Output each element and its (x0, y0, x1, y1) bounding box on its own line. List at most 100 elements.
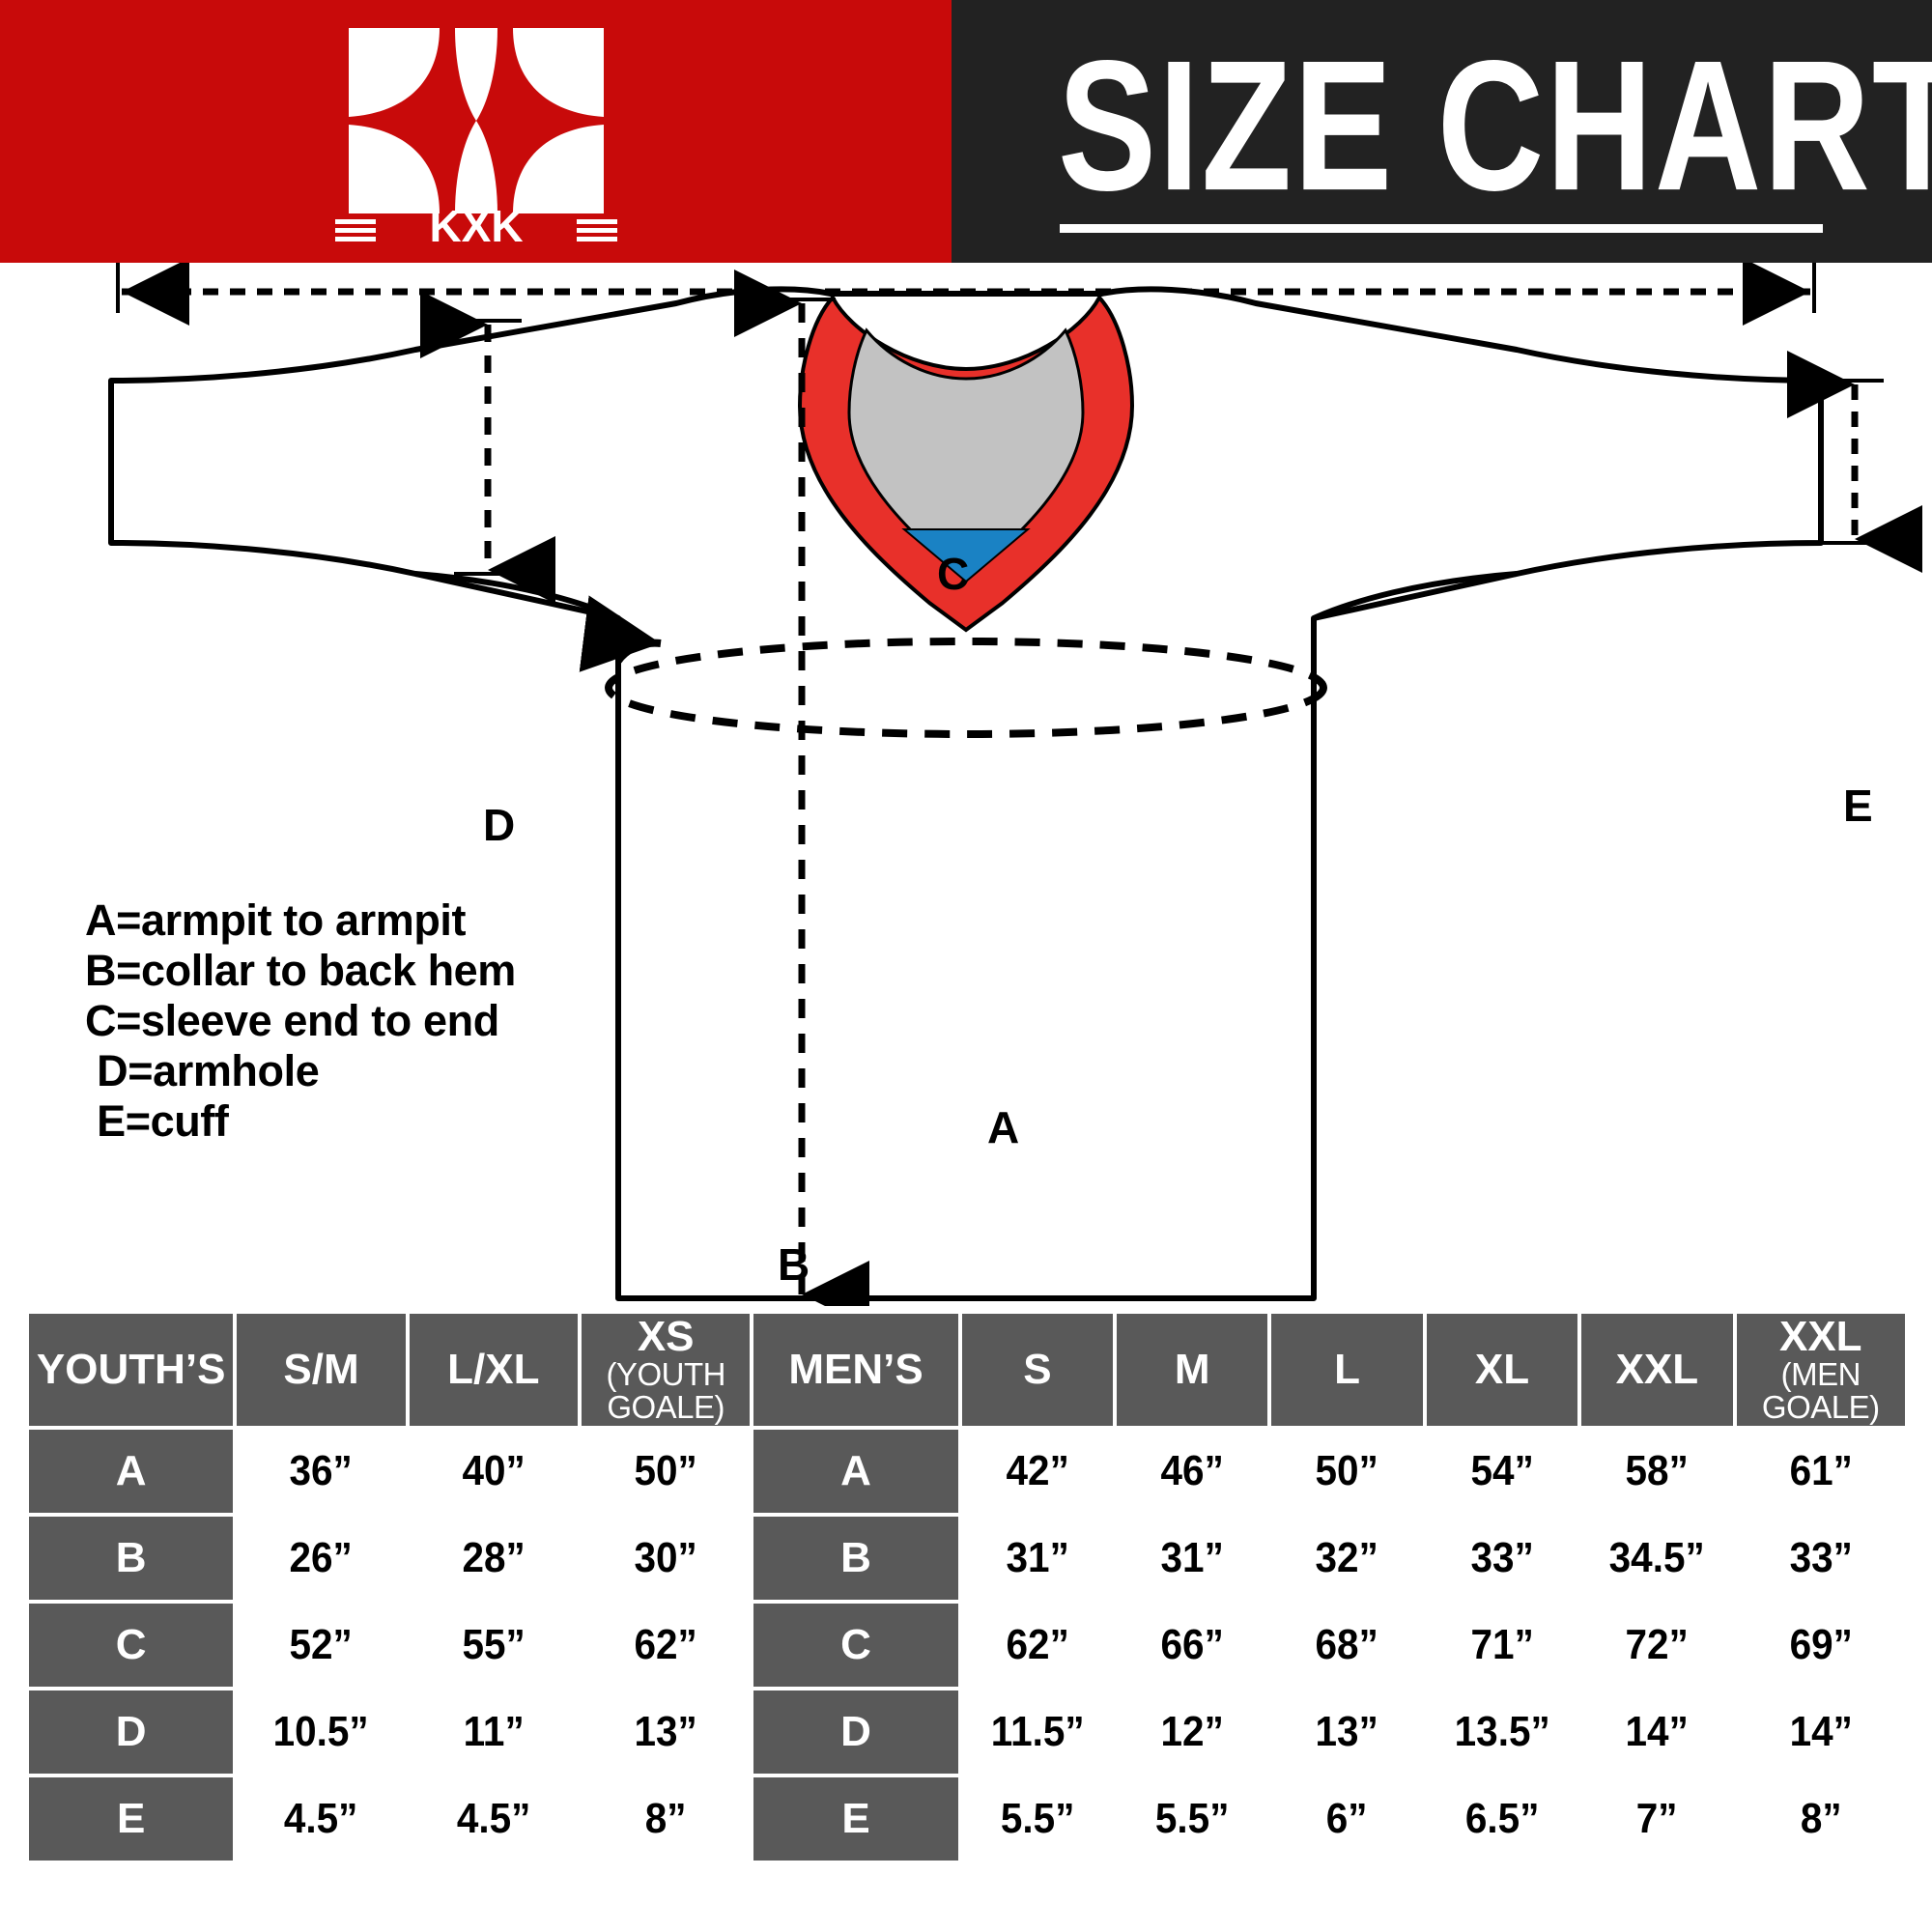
column-header-mens-4: XL (1426, 1314, 1578, 1426)
cell-mens-E-5: 8” (1736, 1777, 1905, 1861)
column-header-mens-3: L (1271, 1314, 1423, 1426)
cell-value: 7” (1635, 1795, 1678, 1842)
cell-value: 13.5” (1454, 1708, 1550, 1755)
cell-value: 13” (634, 1708, 697, 1755)
cell-mens-A-5: 61” (1736, 1430, 1905, 1513)
column-header-mens-6: XXL (MEN GOALE) (1736, 1313, 1905, 1426)
cell-value: 54” (1470, 1447, 1534, 1494)
cell-value: 30” (634, 1534, 697, 1581)
cell-mens-B-1: 31” (1117, 1517, 1268, 1600)
cell-value: 4.5” (284, 1795, 358, 1842)
cell-mens-D-4: 14” (1581, 1690, 1733, 1774)
cell-value: 14” (1789, 1708, 1853, 1755)
dimension-label-C: C (937, 549, 970, 599)
cell-youth-E-1: 4.5” (409, 1777, 579, 1861)
column-header-main: YOUTH’S (36, 1346, 226, 1393)
column-header-sub: (YOUTH GOALE) (606, 1356, 725, 1425)
cell-mens-C-4: 72” (1581, 1604, 1733, 1687)
cell-mens-C-1: 66” (1117, 1604, 1268, 1687)
cell-value: 11.5” (990, 1708, 1085, 1755)
cell-value: 6” (1326, 1795, 1369, 1842)
dimension-ellipse-A (579, 595, 1327, 738)
cell-mens-E-3: 6.5” (1426, 1777, 1578, 1861)
row-label-mens-A: A (753, 1430, 958, 1513)
column-header-youth-3: XS (YOUTH GOALE) (582, 1314, 751, 1426)
row-label-mens-B: B (753, 1517, 958, 1600)
cell-youth-C-0: 52” (237, 1604, 406, 1687)
cell-value: 33” (1789, 1534, 1853, 1581)
cell-value: 62” (1006, 1621, 1069, 1668)
cell-youth-A-0: 36” (237, 1430, 406, 1513)
column-header-mens-2: M (1117, 1314, 1268, 1426)
brand-panel: KXK (0, 0, 952, 263)
cell-value: 5.5” (1154, 1795, 1230, 1842)
column-header-main: XXL (1778, 1313, 1862, 1360)
column-header-main: L (1334, 1346, 1361, 1393)
collar-accent (901, 528, 1031, 583)
cell-value: 12” (1160, 1708, 1224, 1755)
row-label-youth-B: B (29, 1517, 234, 1600)
cell-value: 36” (289, 1447, 354, 1494)
cell-mens-A-3: 54” (1426, 1430, 1578, 1513)
row-label-mens-E: E (753, 1777, 958, 1861)
cell-youth-B-0: 26” (237, 1517, 406, 1600)
cell-mens-D-1: 12” (1117, 1690, 1268, 1774)
cell-value: 61” (1789, 1447, 1853, 1494)
size-table: YOUTH’S S/M L/XL XS (YOUTH GOALE) MEN’S S M L XL X… (25, 1310, 1909, 1864)
table-row: B 26” 28” 30” B 31” 31” 32” 33” 34.5” 33” (29, 1517, 1905, 1600)
row-label-youth-E: E (29, 1777, 234, 1861)
cell-value: 14” (1625, 1708, 1690, 1755)
dimension-label-A: A (987, 1102, 1020, 1152)
kxk-butterfly-logo-icon: KXK (331, 20, 621, 251)
cell-mens-B-2: 32” (1271, 1517, 1423, 1600)
cell-value: 55” (462, 1621, 526, 1668)
cell-mens-E-0: 5.5” (961, 1777, 1114, 1861)
cell-mens-D-3: 13.5” (1426, 1690, 1578, 1774)
table-row: C 52” 55” 62” C 62” 66” 68” 71” 72” 69” (29, 1604, 1905, 1687)
cell-value: 50” (634, 1447, 697, 1494)
cell-value: 34.5” (1608, 1534, 1705, 1581)
cell-youth-B-1: 28” (409, 1517, 579, 1600)
cell-youth-D-1: 11” (409, 1690, 579, 1774)
table-row: D 10.5” 11” 13” D 11.5” 12” 13” 13.5” 14” 14” (29, 1690, 1905, 1774)
column-header-main: XXL (1615, 1346, 1699, 1393)
cell-value: 11” (463, 1708, 525, 1755)
cell-value: 4.5” (456, 1795, 531, 1842)
cell-value: 32” (1315, 1534, 1379, 1581)
cell-value: 6.5” (1464, 1795, 1540, 1842)
column-header-sub: (MEN GOALE) (1761, 1356, 1880, 1425)
cell-youth-E-0: 4.5” (237, 1777, 406, 1861)
cell-mens-D-5: 14” (1736, 1690, 1905, 1774)
cell-mens-C-2: 68” (1271, 1604, 1423, 1687)
cell-mens-E-4: 7” (1581, 1777, 1733, 1861)
row-label-mens-D: D (753, 1690, 958, 1774)
column-header-main: S (1023, 1346, 1052, 1393)
cell-value: 28” (462, 1534, 526, 1581)
column-header-main: S/M (283, 1346, 359, 1393)
cell-mens-C-3: 71” (1426, 1604, 1578, 1687)
dimension-label-B: B (778, 1239, 810, 1290)
size-table-wrap: YOUTH’S S/M L/XL XS (YOUTH GOALE) MEN’S S M L XL X… (25, 1310, 1909, 1864)
column-header-youth-1: S/M (237, 1314, 406, 1426)
cell-value: 31” (1006, 1534, 1069, 1581)
cell-youth-C-2: 62” (582, 1604, 751, 1687)
cell-value: 33” (1470, 1534, 1534, 1581)
column-header-main: M (1174, 1346, 1210, 1393)
cell-value: 46” (1160, 1447, 1224, 1494)
column-header-mens-1: S (961, 1314, 1114, 1426)
cell-value: 52” (289, 1621, 354, 1668)
cell-value: 71” (1470, 1621, 1534, 1668)
column-header-youth-2: L/XL (409, 1314, 579, 1426)
cell-mens-C-0: 62” (961, 1604, 1114, 1687)
column-header-youth-0: YOUTH’S (29, 1314, 234, 1426)
page-title-text: SIZE CHART (1058, 21, 1932, 230)
column-header-main: L/XL (447, 1346, 540, 1393)
cell-youth-E-2: 8” (582, 1777, 751, 1861)
brand-wordmark: KXK (429, 201, 523, 242)
table-header-row: YOUTH’S S/M L/XL XS (YOUTH GOALE) MEN’S S M L XL X… (29, 1314, 1905, 1426)
cell-value: 26” (289, 1534, 354, 1581)
cell-mens-A-4: 58” (1581, 1430, 1733, 1513)
cell-value: 69” (1789, 1621, 1853, 1668)
cell-mens-D-2: 13” (1271, 1690, 1423, 1774)
